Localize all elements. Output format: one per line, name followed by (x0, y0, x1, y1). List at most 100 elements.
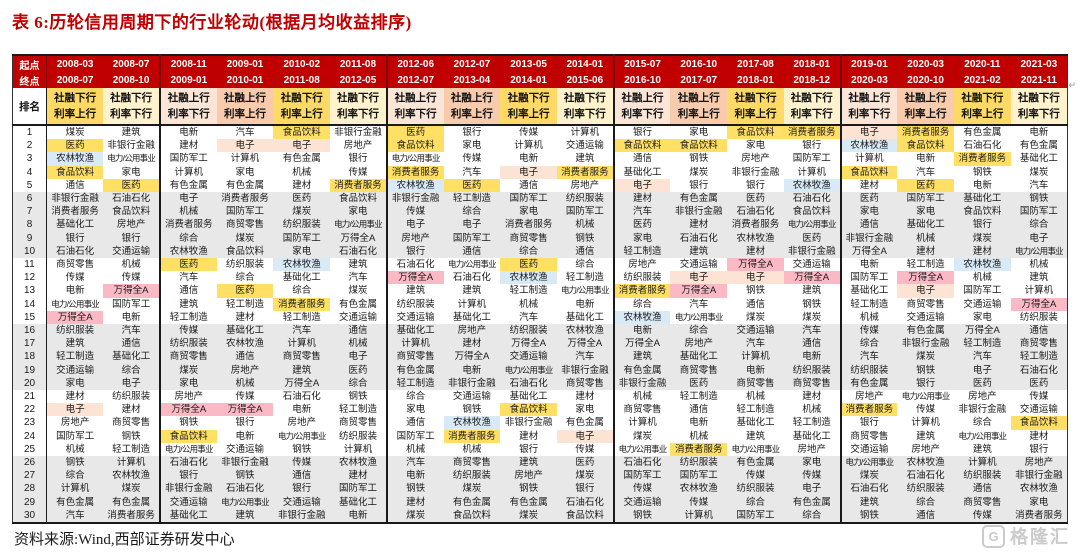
rank-row: 2 医药 非银行金融 建材 电子 电子 房地产 食品饮料 家电 计算机 交通运输 食品饮料 食品饮料 家电… (12, 139, 1068, 153)
industry-cell: 纺织服装 (556, 192, 614, 206)
industry-cell: 交通运输 (452, 391, 491, 403)
industry-cell: 传媒 (670, 495, 728, 509)
return-mark-artifact: ↵ (1068, 80, 1076, 90)
industry-cell: 基础化工 (1019, 153, 1058, 165)
industry-cell: 建筑 (273, 363, 331, 377)
credit-phase-label: 社融上行 (224, 92, 267, 104)
industry-cell: 煤炭 (273, 205, 331, 219)
rank-row: 21 建材 纺织服装 房地产 传媒 石油石化 钢铁 综合 交通运输 基础化工 建材 机械 轻工制造 机械建… (12, 390, 1068, 404)
industry-cell: 银行 (273, 482, 331, 496)
industry-cell: 石油石化 (385, 258, 444, 272)
industry-cell: 银行 (612, 125, 671, 140)
industry-cell: 商贸零售 (216, 218, 274, 232)
industry-cell: 基础化工 (103, 350, 160, 364)
industry-cell: 纺织服装 (897, 482, 954, 496)
rank-row: 25 机械 轻工制造 电力/公用事业 交通运输 钢铁 计算机 机械 机械 银行 传媒 电力/公用事业消… (12, 442, 1068, 457)
end-date-row: 终点 2008-07 2008-10 2009-01 2010-01 2011-08 201… (12, 72, 1068, 88)
industry-cell: 汽车 (46, 508, 104, 524)
industry-cell: 交通运输 (273, 495, 331, 509)
industry-cell: 有色金属 (500, 495, 557, 509)
phase-header-cell: 社融上行 利率下行 (385, 88, 444, 126)
industry-cell: 通信 (839, 218, 898, 232)
industry-cell: 国防军工 (443, 231, 501, 245)
industry-cell: 基础化工 (954, 192, 1011, 206)
industry-cell: 房地产 (911, 443, 940, 455)
industry-cell: 计算机 (514, 140, 543, 152)
industry-cell: 电力/公用事业 (51, 298, 100, 309)
industry-cell: 医药 (1010, 376, 1068, 391)
industry-cell: 万得全A (839, 244, 898, 259)
industry-cell: 计算机 (457, 298, 487, 310)
industry-cell: 交通运输 (46, 363, 104, 377)
industry-cell: 电子 (556, 429, 614, 443)
end-date-cell: 2020-03 (839, 72, 898, 88)
credit-phase-label: 社融下行 (961, 92, 1004, 104)
industry-cell: 通信 (519, 179, 539, 191)
industry-cell: 石油石化 (783, 192, 841, 206)
industry-cell: 房地产 (343, 140, 373, 152)
industry-cell: 房地产 (741, 153, 770, 165)
industry-cell: 万得全A (954, 324, 1011, 338)
rate-phase-label: 利率下行 (621, 108, 664, 120)
rank-row: 14 电力/公用事业 国防军工 建筑 轻工制造 消费者服务 有色金属 纺织服装 计算机 机械 电新综… (12, 297, 1068, 311)
rate-phase-label: 利率下行 (336, 108, 379, 120)
industry-cell: 计算机 (839, 152, 898, 166)
industry-cell: 交通运输 (1019, 404, 1058, 416)
industry-cell: 电子 (443, 218, 501, 232)
industry-cell: 建筑 (612, 350, 671, 364)
industry-cell: 通信 (612, 152, 671, 166)
end-date-cell: 2009-01 (158, 72, 217, 88)
industry-cell: 食品饮料 (158, 429, 217, 443)
industry-cell: 商贸零售 (338, 417, 377, 429)
industry-cell: 石油石化 (727, 205, 784, 219)
industry-cell: 家电 (612, 231, 671, 245)
industry-cell: 计算机 (911, 417, 940, 429)
rank-row: 3 农林牧渔 电力/公用事业 国防军工 计算机 有色金属 银行 电力/公用事业 传媒 电新 建筑 通信… (12, 152, 1068, 166)
industry-cell: 煤炭 (839, 469, 898, 483)
industry-cell: 房地产 (968, 391, 997, 403)
industry-cell: 轻工制造 (792, 417, 831, 429)
industry-cell: 轻工制造 (158, 310, 217, 325)
industry-cell: 计算机 (103, 456, 160, 470)
industry-cell: 家电 (897, 205, 954, 219)
industry-cell: 国防军工 (500, 192, 557, 206)
industry-cell: 纺织服装 (783, 363, 841, 377)
industry-cell: 电新 (443, 363, 501, 377)
industry-cell: 纺织服装 (670, 456, 728, 470)
rank-row: 16 纺织服装 汽车 传媒 基础化工 汽车 通信 基础化工 房地产 纺织服装 农林牧渔 电新 综合 交通运… (12, 324, 1068, 338)
industry-cell: 传媒 (385, 205, 444, 219)
industry-cell: 计算机 (1024, 285, 1054, 297)
credit-phase-label: 社融上行 (394, 92, 437, 104)
phase-header-cell: 社融下行 利率下行 (556, 88, 614, 126)
industry-cell: 综合 (897, 495, 954, 509)
start-date-cell: 2020-03 (897, 55, 954, 72)
industry-cell: 家电 (385, 403, 444, 417)
industry-cell: 煤炭 (216, 231, 274, 245)
industry-cell: 有色金属 (46, 495, 104, 509)
industry-cell: 建材 (954, 244, 1011, 259)
industry-cell: 汽车 (783, 324, 841, 338)
industry-cell: 建筑 (121, 127, 141, 138)
industry-cell: 银行 (556, 482, 614, 496)
rate-phase-label: 利率下行 (848, 108, 891, 120)
rank-cell: 3 (12, 152, 47, 166)
industry-cell: 消费者服务 (500, 218, 557, 232)
industry-cell: 电新 (839, 258, 898, 272)
industry-cell: 传媒 (158, 324, 217, 338)
industry-cell: 国防军工 (556, 205, 614, 219)
industry-cell: 商贸零售 (1010, 337, 1068, 351)
end-date-cell: 2015-06 (556, 72, 614, 88)
industry-cell: 纺织服装 (46, 324, 104, 338)
industry-cell: 汽车 (727, 337, 784, 351)
industry-cell: 家电 (972, 311, 992, 323)
industry-cell: 基础化工 (216, 324, 274, 338)
rank-row: 12 传媒 传媒 汽车 综合 基础化工 汽车 万得全A 石油石化 农林牧渔 轻工制造 纺织服装 电子 电子… (12, 271, 1068, 285)
industry-cell: 交通运输 (906, 311, 945, 323)
industry-cell: 银行 (954, 218, 1011, 232)
industry-cell: 建筑 (972, 443, 992, 455)
rank-cell: 1 (12, 125, 47, 140)
end-label-cell: 终点 (12, 72, 47, 88)
industry-cell: 消费者服务 (612, 284, 671, 298)
industry-cell: 石油石化 (670, 231, 728, 245)
industry-cell: 石油石化 (282, 391, 321, 403)
